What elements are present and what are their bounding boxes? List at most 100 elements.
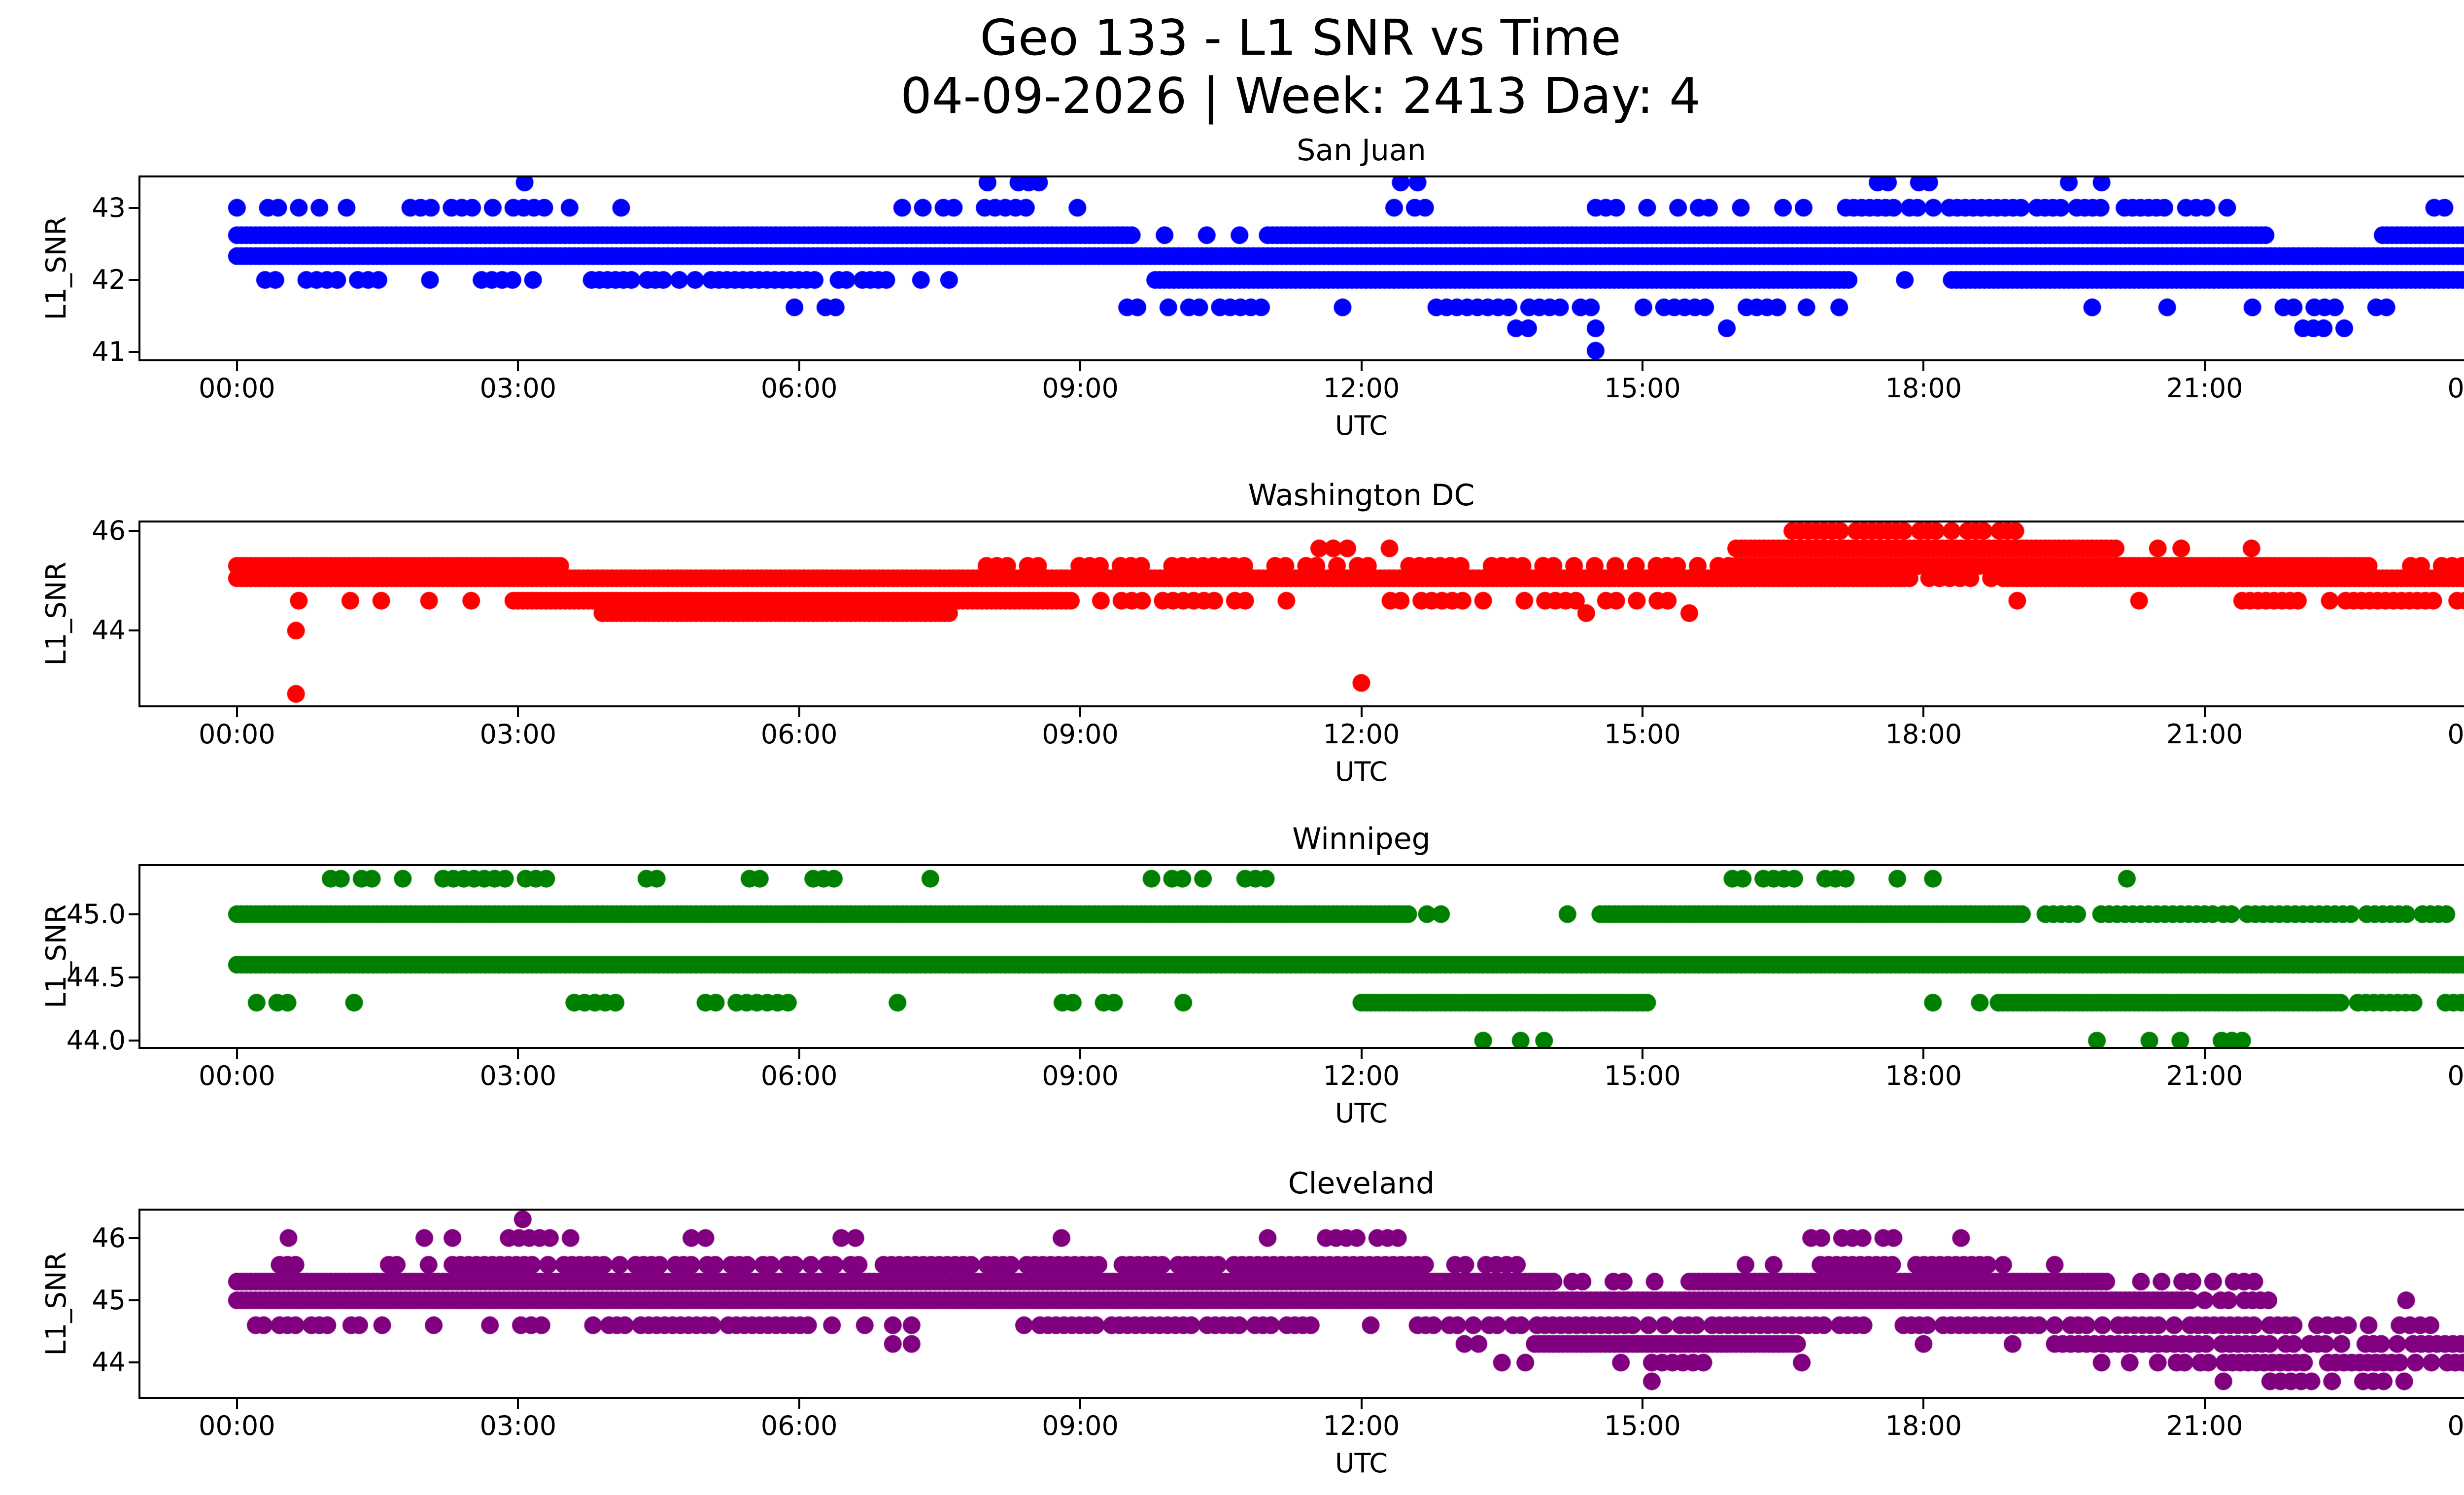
x-tick-label: 00:00	[2447, 1410, 2464, 1441]
x-tick-label: 21:00	[2166, 1410, 2243, 1441]
x-tick-mark	[2203, 1049, 2206, 1059]
y-tick-mark	[129, 976, 138, 978]
x-tick-label: 15:00	[1604, 1410, 1681, 1441]
figure-title-line2: 04-09-2026 | Week: 2413 Day: 4	[900, 67, 1701, 125]
x-tick-mark	[1641, 361, 1643, 371]
x-tick-label: 06:00	[760, 1410, 838, 1441]
y-tick-mark	[129, 351, 138, 353]
y-axis-label-washington-dc: L1_SNR	[40, 561, 72, 666]
x-tick-mark	[2203, 1399, 2206, 1409]
x-tick-label: 06:00	[760, 719, 838, 750]
axes-box-washington-dc	[138, 521, 2464, 707]
x-tick-label: 00:00	[2447, 1060, 2464, 1091]
x-tick-mark	[1641, 707, 1643, 717]
x-tick-mark	[236, 1049, 238, 1059]
x-tick-label: 03:00	[479, 373, 557, 404]
scatter-canvas-san-juan	[140, 177, 2464, 359]
x-tick-label: 21:00	[2166, 373, 2243, 404]
x-tick-mark	[1360, 1049, 1363, 1059]
x-tick-label: 12:00	[1323, 1060, 1400, 1091]
x-tick-label: 06:00	[760, 373, 838, 404]
x-tick-label: 21:00	[2166, 719, 2243, 750]
x-tick-mark	[798, 707, 800, 717]
y-tick-label: 42	[92, 264, 126, 295]
y-tick-label: 45.0	[66, 898, 126, 930]
y-tick-label: 43	[92, 192, 126, 223]
x-tick-label: 00:00	[199, 1060, 275, 1091]
x-tick-label: 12:00	[1323, 1410, 1400, 1441]
x-tick-mark	[517, 1049, 519, 1059]
x-tick-mark	[236, 361, 238, 371]
x-axis-label-cleveland: UTC	[1335, 1448, 1388, 1479]
y-tick-mark	[129, 207, 138, 209]
y-tick-label: 45	[92, 1285, 126, 1316]
x-tick-label: 03:00	[479, 1060, 557, 1091]
y-tick-label: 41	[92, 336, 126, 368]
x-tick-mark	[1922, 707, 1925, 717]
x-tick-mark	[1360, 707, 1363, 717]
x-tick-label: 15:00	[1604, 719, 1681, 750]
x-tick-label: 00:00	[199, 719, 275, 750]
x-tick-label: 00:00	[199, 1410, 275, 1441]
y-tick-mark	[129, 1237, 138, 1239]
y-tick-mark	[129, 1299, 138, 1302]
x-tick-label: 06:00	[760, 1060, 838, 1091]
x-tick-label: 00:00	[2447, 719, 2464, 750]
x-tick-mark	[2203, 361, 2206, 371]
y-tick-mark	[129, 629, 138, 632]
x-tick-mark	[1922, 1049, 1925, 1059]
axes-box-cleveland	[138, 1209, 2464, 1399]
x-tick-mark	[517, 361, 519, 371]
x-tick-mark	[798, 1049, 800, 1059]
x-tick-label: 15:00	[1604, 373, 1681, 404]
subplot-title-cleveland: Cleveland	[1288, 1166, 1435, 1201]
x-tick-label: 18:00	[1885, 373, 1962, 404]
x-tick-label: 18:00	[1885, 1060, 1962, 1091]
y-tick-label: 44	[92, 1347, 126, 1378]
y-tick-label: 44	[92, 615, 126, 646]
x-tick-mark	[517, 1399, 519, 1409]
x-axis-label-washington-dc: UTC	[1335, 756, 1388, 787]
x-tick-label: 18:00	[1885, 1410, 1962, 1441]
x-tick-label: 00:00	[199, 373, 275, 404]
x-tick-mark	[798, 361, 800, 371]
x-tick-mark	[236, 707, 238, 717]
scatter-canvas-winnipeg	[140, 866, 2464, 1047]
x-tick-label: 09:00	[1042, 1060, 1119, 1091]
x-tick-label: 00:00	[2447, 373, 2464, 404]
y-tick-mark	[129, 530, 138, 532]
x-tick-mark	[517, 707, 519, 717]
x-tick-label: 03:00	[479, 1410, 557, 1441]
subplot-title-washington-dc: Washington DC	[1248, 478, 1475, 513]
scatter-canvas-washington-dc	[140, 522, 2464, 705]
y-tick-mark	[129, 1040, 138, 1042]
x-tick-mark	[1360, 1399, 1363, 1409]
x-tick-mark	[236, 1399, 238, 1409]
x-tick-label: 09:00	[1042, 373, 1119, 404]
x-tick-label: 21:00	[2166, 1060, 2243, 1091]
x-tick-label: 18:00	[1885, 719, 1962, 750]
x-tick-label: 09:00	[1042, 1410, 1119, 1441]
subplot-title-san-juan: San Juan	[1297, 133, 1426, 168]
axes-box-winnipeg	[138, 864, 2464, 1049]
x-tick-mark	[1641, 1049, 1643, 1059]
x-tick-mark	[1079, 361, 1082, 371]
x-tick-mark	[1079, 1049, 1082, 1059]
x-tick-label: 09:00	[1042, 719, 1119, 750]
x-tick-mark	[1922, 361, 1925, 371]
figure-title-line1: Geo 133 - L1 SNR vs Time	[980, 9, 1621, 67]
x-tick-mark	[1360, 361, 1363, 371]
x-tick-mark	[1079, 1399, 1082, 1409]
y-tick-mark	[129, 278, 138, 281]
x-axis-label-winnipeg: UTC	[1335, 1098, 1388, 1129]
x-tick-mark	[1641, 1399, 1643, 1409]
x-tick-mark	[798, 1399, 800, 1409]
x-tick-label: 03:00	[479, 719, 557, 750]
axes-box-san-juan	[138, 175, 2464, 361]
y-tick-label: 46	[92, 515, 126, 547]
x-axis-label-san-juan: UTC	[1335, 410, 1388, 441]
x-tick-label: 15:00	[1604, 1060, 1681, 1091]
y-tick-label: 44.5	[66, 961, 126, 993]
x-tick-mark	[2203, 707, 2206, 717]
